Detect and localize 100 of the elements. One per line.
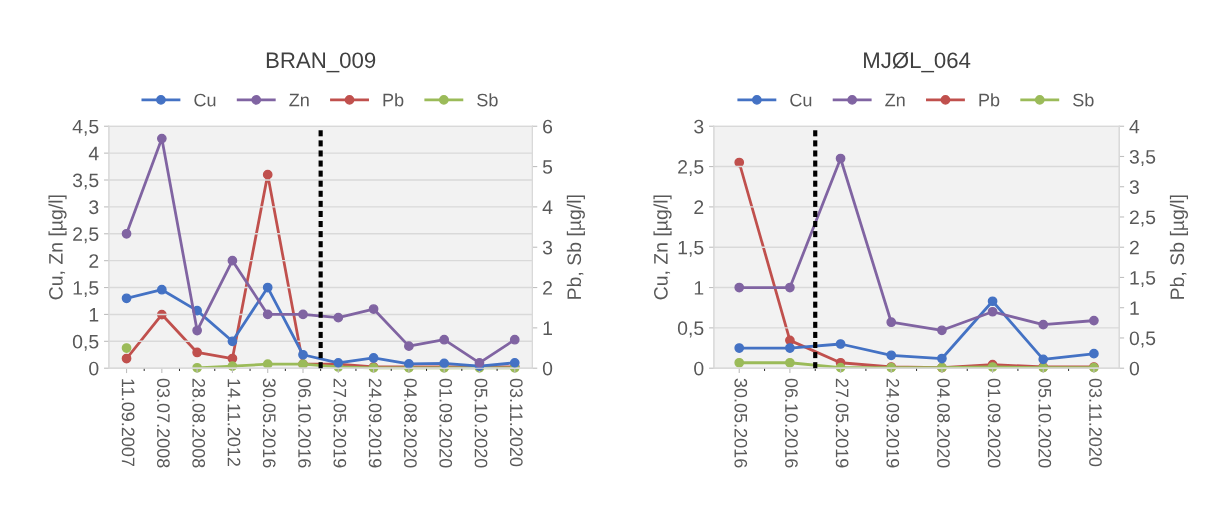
chart-title: BRAN_009 (266, 52, 376, 73)
legend-label: Sb (477, 93, 498, 107)
y-tick-label: 1,5 (73, 281, 99, 298)
point (192, 347, 202, 358)
x-tick-label: 28.08.2008 (192, 378, 206, 468)
point (509, 357, 520, 368)
x-tick-label: 04.08.2020 (937, 378, 950, 468)
y2-tick-label: 4 (542, 200, 553, 214)
point (1038, 319, 1049, 330)
y-tick-label: 1 (694, 281, 704, 295)
x-tick-label: 06.10.2016 (785, 378, 798, 468)
point (785, 357, 795, 368)
y-tick-label: 1 (89, 308, 99, 322)
y-tick-label: 4 (88, 146, 99, 161)
point (121, 343, 132, 353)
point (262, 309, 273, 320)
y2-axis-title: Pb, Sb [µg/l] (1169, 195, 1189, 299)
y2-tick-label: 2,5 (1129, 210, 1156, 227)
y2-tick-label: 3,5 (1129, 149, 1156, 167)
point (368, 353, 379, 363)
x-tick-label: 04.08.2020 (404, 378, 417, 468)
point (987, 296, 998, 307)
y-tick-label: 3,5 (72, 173, 99, 190)
y2-axis-title: Pb, Sb [µg/l] (566, 195, 585, 299)
y-axis-title: Cu, Zn [µg/l] (653, 195, 672, 300)
point (368, 304, 379, 314)
x-tick-label: 01.09.2020 (439, 378, 453, 468)
legend-label: Sb (1073, 93, 1094, 107)
x-tick-label: 27.05.2019 (835, 378, 849, 468)
point (156, 133, 167, 144)
y2-tick-label: 4 (1129, 119, 1140, 134)
point (734, 357, 745, 368)
point (734, 282, 745, 293)
point (121, 353, 132, 364)
point (227, 255, 238, 266)
x-tick-label: 24.09.2019 (368, 378, 382, 468)
point (1089, 315, 1099, 326)
x-tick-label: 05.10.2020 (474, 378, 488, 468)
y-tick-label: 2,5 (678, 160, 704, 177)
legend-label: Cu (194, 93, 216, 107)
point (886, 350, 897, 361)
legend-label: Zn (885, 93, 905, 107)
y2-tick-label: 3 (1129, 180, 1139, 194)
point (1038, 354, 1049, 365)
x-tick-label: 03.07.2008 (156, 378, 170, 468)
y-tick-label: 0,5 (677, 321, 704, 338)
point (192, 325, 202, 336)
legend-label: Pb (979, 93, 1000, 107)
y-axis-title: Cu, Zn [µg/l] (48, 195, 67, 300)
legend-label: Cu (790, 93, 812, 107)
y2-tick-label: 0,5 (1129, 331, 1156, 348)
x-tick-label: 11.09.2007 (121, 379, 135, 467)
y-tick-label: 4,5 (72, 119, 99, 136)
point (937, 353, 947, 364)
point (886, 317, 897, 328)
x-tick-label: 14.11.2012 (227, 379, 241, 467)
point (439, 334, 450, 345)
point (121, 293, 132, 304)
point (439, 358, 450, 369)
point (262, 282, 273, 293)
point (835, 153, 846, 164)
y2-tick-label: 0 (1129, 361, 1140, 376)
y2-tick-label: 1,5 (1130, 271, 1156, 287)
point (1089, 348, 1099, 359)
point (227, 336, 238, 347)
point (156, 284, 167, 295)
point (474, 357, 485, 368)
y-tick-label: 0,5 (72, 334, 99, 351)
point (262, 169, 273, 180)
point (734, 343, 745, 353)
y-tick-label: 2,5 (73, 227, 99, 244)
point (298, 349, 308, 360)
x-tick-label: 01.09.2020 (987, 378, 1001, 468)
point (937, 325, 947, 336)
y2-tick-label: 0 (542, 361, 553, 376)
x-tick-label: 05.10.2020 (1038, 378, 1052, 468)
point (404, 341, 414, 352)
y2-tick-label: 2 (1129, 240, 1139, 255)
point (835, 339, 846, 349)
y-tick-label: 0 (694, 361, 704, 376)
y2-tick-label: 3 (542, 240, 553, 255)
legend-label: Pb (383, 93, 404, 107)
point (121, 228, 132, 239)
point (509, 334, 520, 345)
x-tick-label: 30.05.2016 (262, 378, 276, 468)
x-tick-label: 03.11.2020 (509, 378, 523, 467)
y-tick-label: 2 (89, 254, 99, 268)
y-tick-label: 0 (89, 361, 99, 376)
x-tick-label: 24.09.2019 (886, 378, 900, 468)
chart-title: MJØL_064 (864, 52, 971, 73)
y-tick-label: 3 (694, 119, 704, 134)
point (987, 306, 998, 317)
x-tick-label: 27.05.2019 (333, 378, 347, 468)
point (298, 309, 308, 320)
x-tick-label: 06.10.2016 (298, 378, 311, 468)
y-tick-label: 3 (89, 200, 99, 215)
point (785, 343, 795, 353)
y-tick-label: 2 (694, 200, 704, 214)
y2-tick-label: 6 (543, 119, 553, 134)
y2-tick-label: 5 (542, 160, 553, 174)
